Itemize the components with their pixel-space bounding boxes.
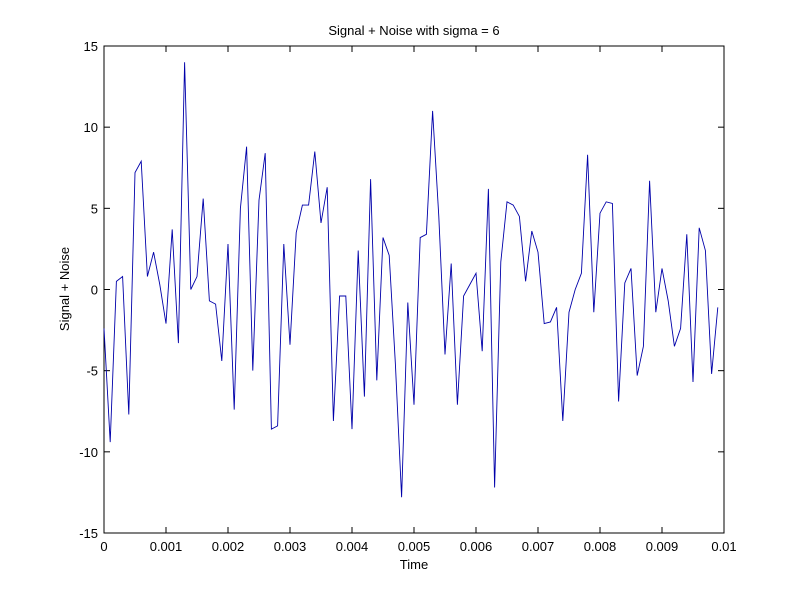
chart-title: Signal + Noise with sigma = 6	[328, 23, 499, 38]
plot-area: 0 0.001 0.002 0.003 0.004 0.005 0.006 0.007 0.00…	[79, 39, 736, 554]
x-axis-label: Time	[400, 557, 428, 572]
x-tick-label: 0.009	[646, 539, 679, 554]
x-tick-label: 0.01	[711, 539, 736, 554]
x-tick-label: 0.001	[150, 539, 183, 554]
x-tick-label: 0.004	[336, 539, 369, 554]
x-tick-label: 0.006	[460, 539, 493, 554]
y-tick-label: 5	[91, 201, 98, 216]
plot-frame	[103, 45, 725, 534]
y-tick-label: -15	[79, 526, 98, 541]
y-tick-label: 0	[91, 283, 98, 298]
y-tick-label: -5	[86, 364, 98, 379]
x-tick-label: 0.007	[522, 539, 555, 554]
y-axis-label: Signal + Noise	[57, 247, 72, 331]
y-tick-label: -10	[79, 445, 98, 460]
y-tick-label: 10	[84, 120, 98, 135]
x-tick-label: 0.005	[398, 539, 431, 554]
y-tick-label: 15	[84, 39, 98, 54]
x-tick-label: 0.003	[274, 539, 307, 554]
series-line	[103, 62, 719, 498]
x-tick-label: 0.002	[212, 539, 245, 554]
x-tick-label: 0.008	[584, 539, 617, 554]
x-tick-label: 0	[100, 539, 107, 554]
